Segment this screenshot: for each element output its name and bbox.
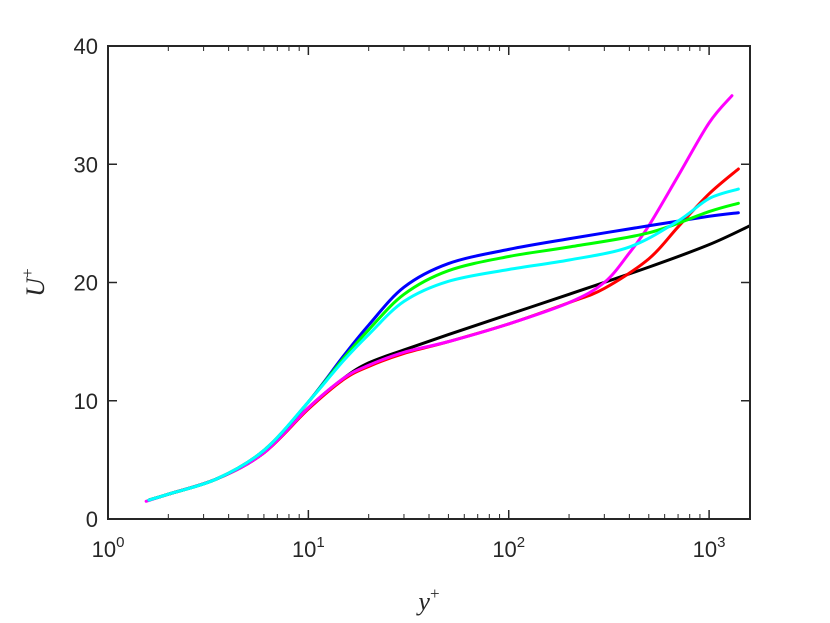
y-tick-label-3: 30 <box>74 152 98 177</box>
plot-background <box>108 46 750 519</box>
y-tick-label-1: 10 <box>74 389 98 414</box>
y-tick-label-0: 0 <box>86 507 98 532</box>
labels-layer: y+ U+ <box>18 268 440 616</box>
x-tick-label-1: 101 <box>292 534 325 562</box>
series-line-6 <box>147 187 740 502</box>
x-tick-label-0: 100 <box>92 534 125 562</box>
x-tick-label-2: 102 <box>492 534 525 562</box>
x-axis-label: y+ <box>415 584 439 616</box>
y-axis-label: U+ <box>18 268 50 296</box>
x-tick-label-3: 103 <box>693 534 726 562</box>
y-tick-label-2: 20 <box>74 271 98 296</box>
axes-layer: 100 101 102 103 0 10 20 30 40 <box>74 34 751 562</box>
plot-area <box>108 46 750 519</box>
y-tick-label-4: 40 <box>74 34 98 59</box>
series-layer <box>144 94 750 503</box>
